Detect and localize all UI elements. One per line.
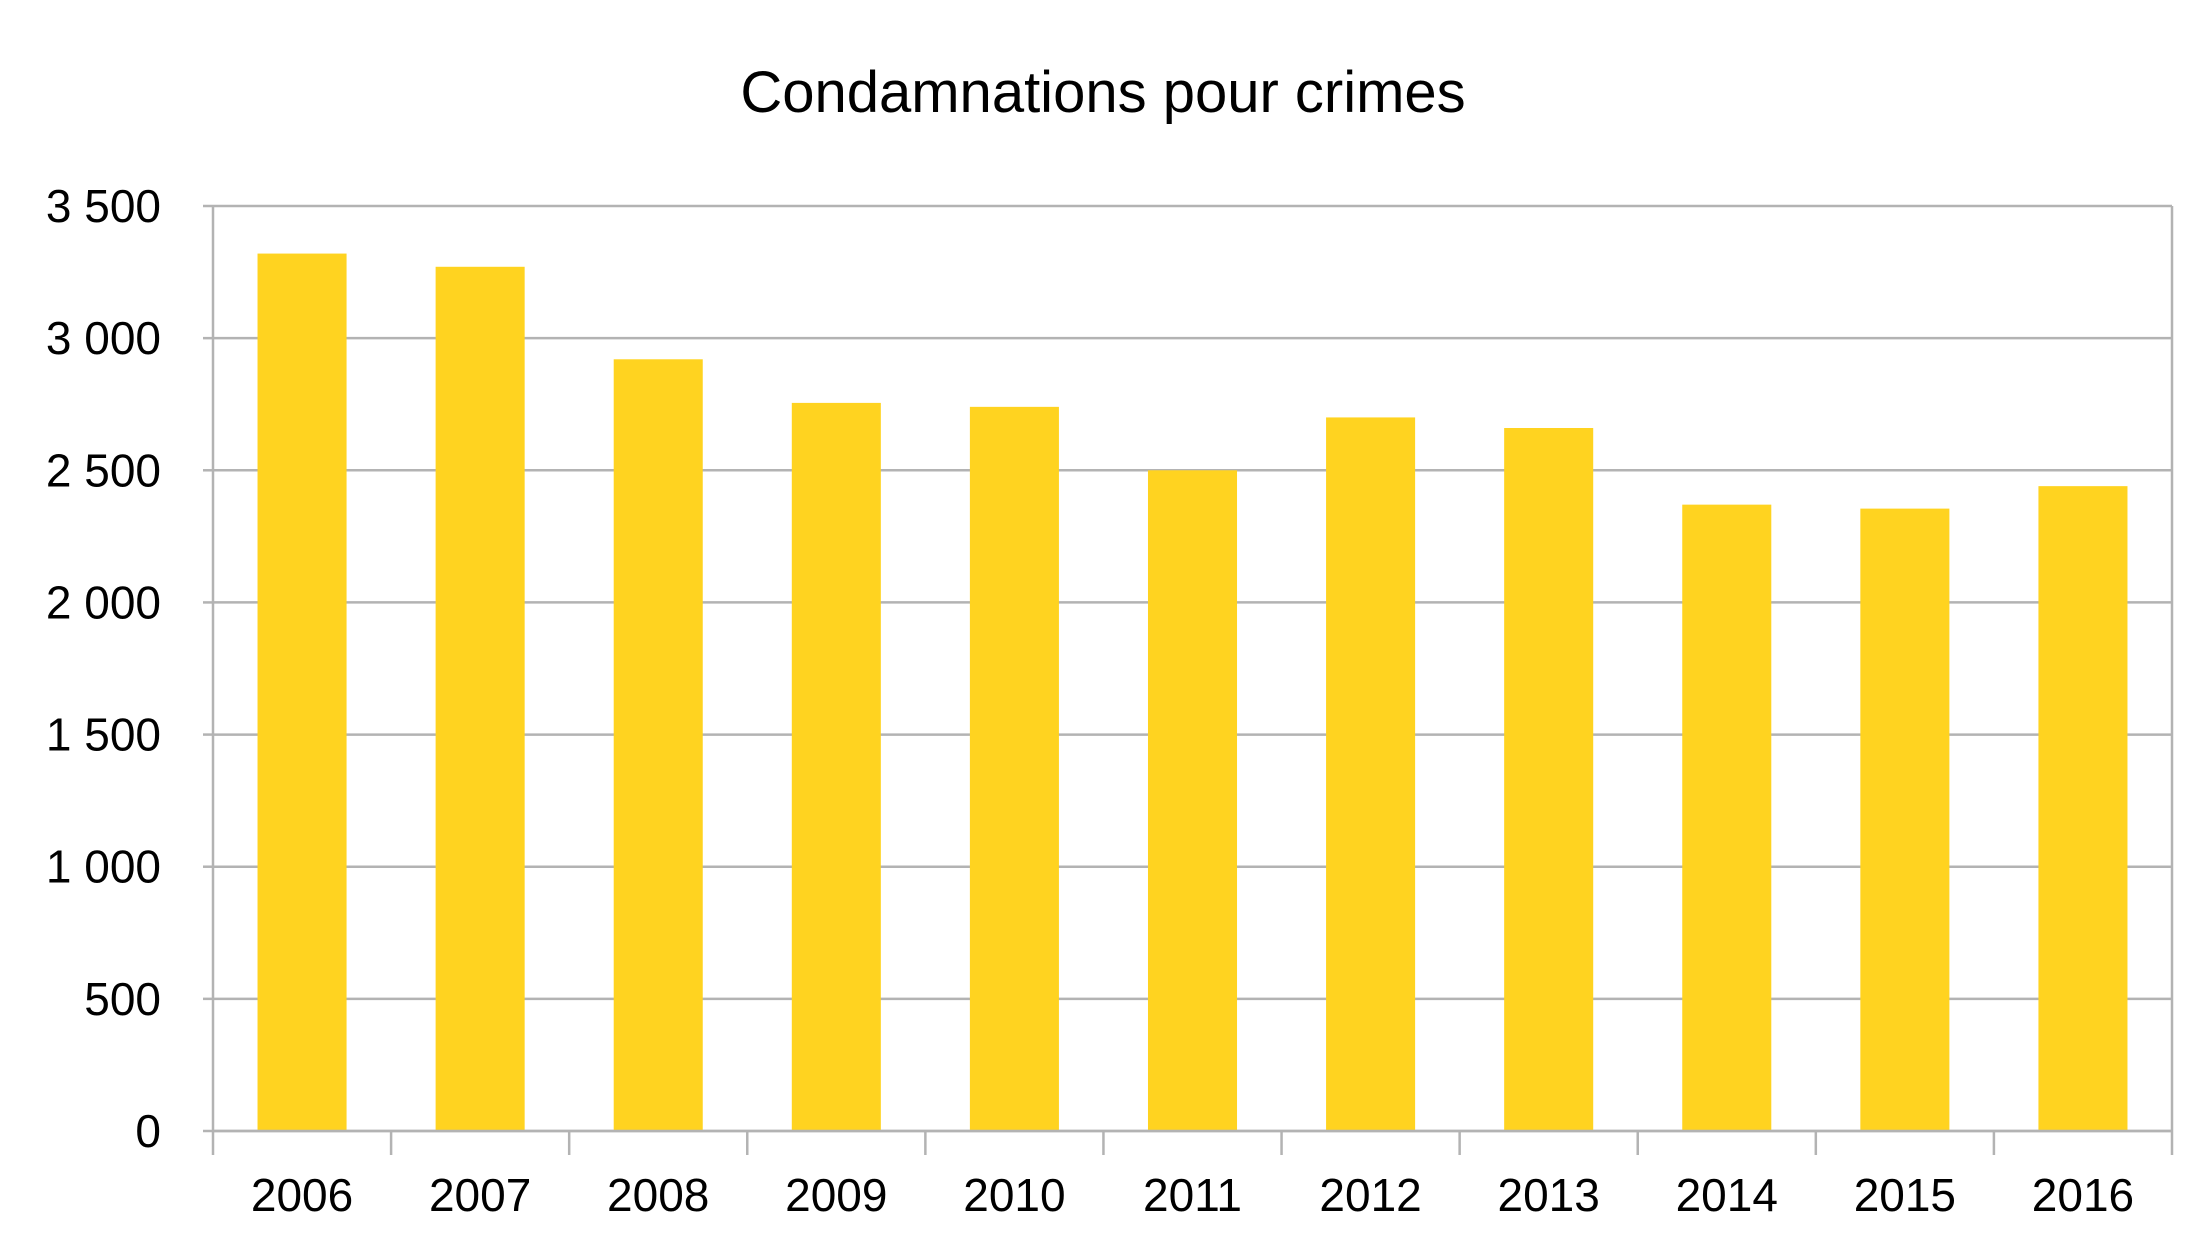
y-tick-label: 2 000 xyxy=(46,576,161,628)
bar-2006 xyxy=(257,253,347,1132)
y-tick-label: 500 xyxy=(84,973,161,1025)
x-tick-label: 2013 xyxy=(1498,1169,1600,1221)
x-tick-label: 2008 xyxy=(607,1169,709,1221)
x-tick-label: 2016 xyxy=(2032,1169,2134,1221)
x-tick-label: 2015 xyxy=(1854,1169,1956,1221)
bar-2009 xyxy=(791,402,881,1132)
bar-2015 xyxy=(1860,508,1950,1131)
axes xyxy=(203,204,2174,1155)
bar-2008 xyxy=(613,359,703,1131)
x-tick-label: 2009 xyxy=(785,1169,887,1221)
bar-2007 xyxy=(435,266,525,1131)
bar-2014 xyxy=(1682,504,1772,1132)
x-tick-labels: 2006 2007 2008 2009 2010 2011 2012 2013 2014 2015… xyxy=(251,1169,2134,1221)
bar-2010 xyxy=(969,406,1059,1131)
bar-2013 xyxy=(1504,428,1594,1131)
y-tick-label: 1 500 xyxy=(46,709,161,761)
chart-title: Condamnations pour crimes xyxy=(740,60,1465,125)
x-tick-label: 2011 xyxy=(1143,1169,1242,1221)
x-tick-label: 2010 xyxy=(963,1169,1065,1221)
y-tick-label: 2 500 xyxy=(46,444,161,496)
bar-2016 xyxy=(2038,486,2128,1132)
y-tick-label: 1 000 xyxy=(46,841,161,893)
bars xyxy=(257,253,2128,1132)
x-tick-label: 2014 xyxy=(1676,1169,1778,1221)
x-tick-label: 2006 xyxy=(251,1169,353,1221)
x-tick-label: 2012 xyxy=(1319,1169,1421,1221)
x-tick-label: 2007 xyxy=(429,1169,531,1221)
bar-2011 xyxy=(1147,470,1238,1131)
y-tick-label: 0 xyxy=(135,1105,161,1157)
y-tick-labels: 0 500 1 000 1 500 2 000 2 500 3 000 3 500 xyxy=(46,180,161,1157)
y-tick-label: 3 000 xyxy=(46,312,161,364)
bar-2012 xyxy=(1326,417,1416,1131)
y-tick-label: 3 500 xyxy=(46,180,161,232)
